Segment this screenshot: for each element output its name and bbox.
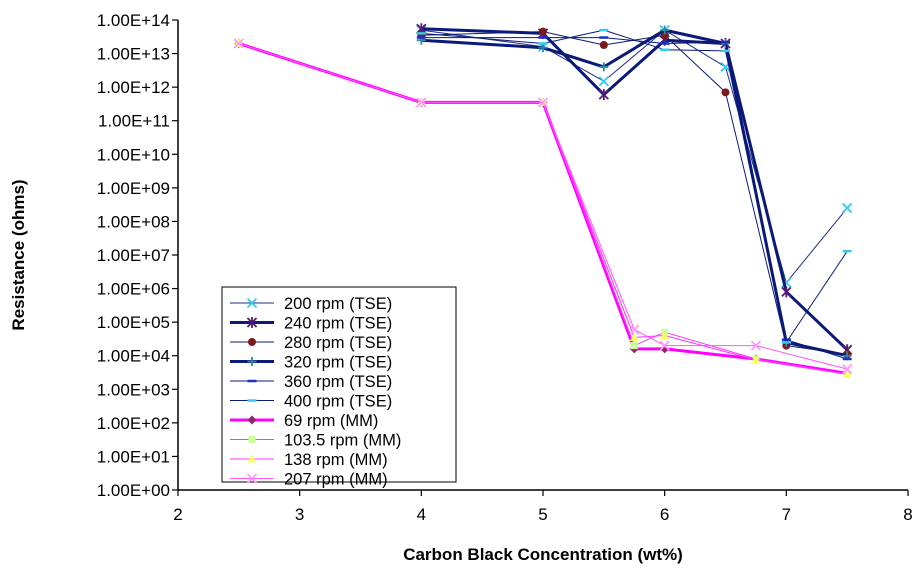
data-point bbox=[659, 340, 670, 351]
y-tick-label: 1.00E+08 bbox=[97, 212, 170, 231]
series-9 bbox=[233, 38, 853, 375]
legend-entry: 360 rpm (TSE) bbox=[230, 373, 392, 391]
y-tick-label: 1.00E+09 bbox=[97, 179, 170, 198]
x-axis-title: Carbon Black Concentration (wt%) bbox=[403, 545, 683, 564]
y-tick-label: 1.00E+02 bbox=[97, 414, 170, 433]
y-tick-label: 1.00E+10 bbox=[97, 145, 170, 164]
series-0 bbox=[416, 24, 853, 288]
series-1 bbox=[416, 23, 853, 356]
x-tick-label: 8 bbox=[903, 505, 912, 524]
x-tick-label: 7 bbox=[782, 505, 791, 524]
data-point bbox=[599, 62, 609, 72]
series-3 bbox=[416, 25, 852, 361]
y-axis-title: Resistance (ohms) bbox=[9, 179, 28, 330]
data-point bbox=[598, 89, 609, 101]
y-tick-label: 1.00E+11 bbox=[98, 112, 170, 131]
legend-label: 200 rpm (TSE) bbox=[284, 295, 392, 313]
series-line bbox=[421, 31, 848, 355]
y-tick-label: 1.00E+01 bbox=[97, 447, 170, 466]
data-point bbox=[750, 340, 762, 351]
legend-label: 103.5 rpm (MM) bbox=[284, 432, 401, 450]
legend-marker bbox=[246, 297, 258, 309]
legend-entry: 200 rpm (TSE) bbox=[230, 295, 392, 313]
legend-label: 240 rpm (TSE) bbox=[284, 315, 392, 333]
legend-marker bbox=[248, 338, 256, 346]
y-tick-label: 1.00E+06 bbox=[97, 280, 170, 299]
legend-entry: 138 rpm (MM) bbox=[230, 451, 388, 469]
legend-marker bbox=[247, 357, 257, 366]
data-point bbox=[629, 332, 639, 341]
legend-label: 138 rpm (MM) bbox=[284, 451, 388, 469]
legend-label: 69 rpm (MM) bbox=[284, 412, 378, 430]
y-tick-labels: 1.00E+00 1.00E+01 1.00E+02 1.00E+03 1.00E+04… bbox=[97, 11, 178, 500]
data-point bbox=[842, 202, 853, 214]
y-tick-label: 1.00E+12 bbox=[97, 78, 170, 97]
data-point bbox=[842, 369, 852, 378]
legend-entry: 320 rpm (TSE) bbox=[230, 354, 392, 372]
series-line bbox=[421, 28, 848, 358]
data-point bbox=[599, 41, 608, 50]
x-tick-label: 6 bbox=[660, 505, 669, 524]
data-point bbox=[598, 76, 609, 87]
legend-entry: 400 rpm (TSE) bbox=[230, 393, 392, 411]
y-tick-label: 1.00E+14 bbox=[97, 11, 170, 30]
plot-area bbox=[233, 23, 853, 378]
x-tick-labels: 2 3 4 5 6 7 8 bbox=[173, 490, 912, 524]
data-point bbox=[660, 31, 669, 40]
data-point bbox=[630, 342, 638, 350]
data-point bbox=[233, 38, 244, 49]
series-line bbox=[421, 37, 848, 360]
legend-entry: 69 rpm (MM) bbox=[230, 412, 378, 430]
x-tick-label: 5 bbox=[538, 505, 547, 524]
data-point bbox=[539, 27, 547, 36]
series-5 bbox=[416, 28, 852, 344]
legend-entry: 103.5 rpm (MM) bbox=[230, 432, 401, 450]
legend-marker bbox=[246, 473, 258, 484]
series-line bbox=[421, 27, 849, 351]
data-point bbox=[751, 355, 761, 364]
x-tick-label: 2 bbox=[173, 505, 182, 524]
data-point bbox=[781, 286, 792, 298]
y-tick-label: 1.00E+07 bbox=[97, 246, 170, 265]
data-point bbox=[660, 25, 670, 35]
series-2 bbox=[417, 27, 852, 359]
x-tick-label: 3 bbox=[295, 505, 304, 524]
legend-label: 360 rpm (TSE) bbox=[284, 373, 392, 391]
legend-entry: 207 rpm (MM) bbox=[230, 471, 388, 489]
legend-label: 207 rpm (MM) bbox=[284, 471, 388, 489]
legend: 200 rpm (TSE) 240 rpm (TSE)280 rpm (TSE) 3… bbox=[221, 286, 457, 489]
y-tick-label: 1.00E+04 bbox=[97, 347, 170, 366]
data-point bbox=[660, 331, 670, 340]
data-point bbox=[721, 88, 730, 97]
data-point bbox=[629, 324, 640, 335]
legend-label: 280 rpm (TSE) bbox=[284, 334, 392, 352]
legend-marker bbox=[246, 317, 258, 328]
legend-marker bbox=[247, 454, 257, 463]
data-point bbox=[416, 97, 427, 108]
legend-marker bbox=[247, 415, 257, 425]
legend-entry: 280 rpm (TSE) bbox=[230, 334, 392, 352]
legend-box bbox=[221, 286, 457, 483]
data-point bbox=[537, 97, 549, 108]
y-tick-label: 1.00E+03 bbox=[97, 380, 170, 399]
y-tick-label: 1.00E+13 bbox=[97, 45, 170, 64]
legend-label: 400 rpm (TSE) bbox=[284, 393, 392, 411]
legend-marker bbox=[248, 436, 256, 443]
data-point bbox=[842, 363, 853, 375]
y-tick-label: 1.00E+05 bbox=[97, 313, 170, 332]
legend-label: 320 rpm (TSE) bbox=[284, 354, 392, 372]
legend-entry: 240 rpm (TSE) bbox=[230, 315, 392, 333]
y-tick-label: 1.00E+00 bbox=[97, 481, 170, 500]
series-4 bbox=[416, 36, 852, 361]
x-tick-label: 4 bbox=[417, 505, 426, 524]
